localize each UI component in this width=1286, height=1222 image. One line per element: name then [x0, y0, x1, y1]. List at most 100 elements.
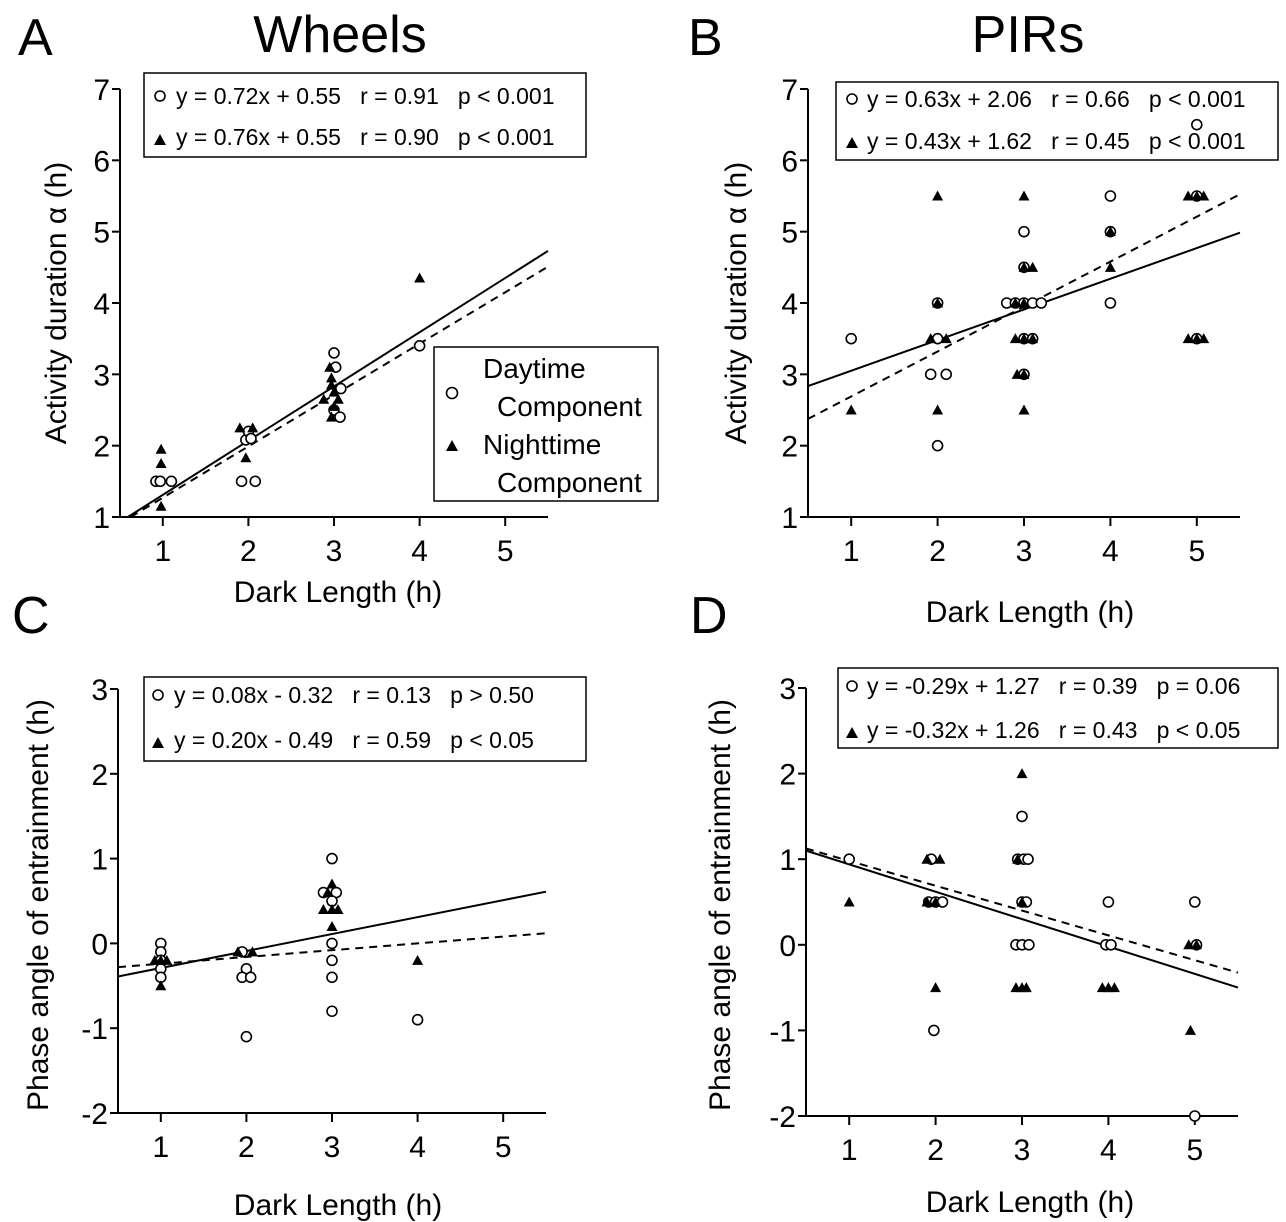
- panel-d-point-triangle: [1016, 768, 1028, 779]
- panel-b-point-triangle: [1009, 297, 1021, 308]
- panel-d-point-circle: [843, 853, 856, 866]
- panel-c-point-triangle: [246, 946, 258, 957]
- panel-d-eq-2: y = -0.32x + 1.26 r = 0.43 p < 0.05: [867, 717, 1240, 743]
- panel-a-point-triangle: [247, 422, 259, 433]
- panel-b-ytick-label: 1: [781, 502, 798, 535]
- panel-d-point-triangle: [1183, 939, 1195, 950]
- panel-d-ytick-label: -2: [769, 1101, 796, 1134]
- panel-c-xtick-label: 2: [238, 1131, 255, 1164]
- panel-b-point-triangle: [932, 404, 944, 415]
- panel-d-point-triangle: [930, 982, 942, 993]
- panel-c-ytick-label: 3: [91, 674, 108, 707]
- panel-c-point-circle: [326, 971, 338, 984]
- panel-c-ytick-label: 0: [91, 928, 108, 961]
- panel-b-point-triangle: [1191, 333, 1203, 344]
- panel-a-point-circle: [335, 382, 347, 395]
- panel-c-point-triangle: [326, 920, 338, 931]
- panel-a-eq-1: y = 0.72x + 0.55 r = 0.91 p < 0.001: [176, 83, 555, 109]
- panel-b-point-triangle: [1018, 404, 1030, 415]
- panel-c-xtick-label: 3: [324, 1131, 341, 1164]
- panel-a: A Wheels Activity duration α (h) Dark Le…: [18, 6, 659, 609]
- panel-b-point-triangle: [1009, 333, 1021, 344]
- panel-a-point-circle: [165, 475, 178, 488]
- panel-a-point-triangle: [328, 386, 340, 397]
- panel-c-point-circle: [326, 852, 338, 865]
- panel-a-point-triangle: [155, 443, 167, 454]
- panel-b-equation-box: y = 0.63x + 2.06 r = 0.66 p < 0.001 y = …: [835, 81, 1279, 161]
- panel-d-point-circle: [1023, 938, 1035, 951]
- panel-a-plot: 1 2 3 4 5 6 7 1 2 3 4 5: [93, 74, 549, 568]
- panel-b-point-triangle: [1018, 261, 1030, 272]
- panel-b-ytick-label: 3: [781, 359, 798, 392]
- panel-a-xtick-label: 4: [411, 535, 428, 568]
- panel-d-point-triangle: [930, 896, 942, 907]
- panel-a-point-triangle: [324, 361, 336, 372]
- panel-a-point-circle: [413, 339, 426, 352]
- panel-b-point-triangle: [1018, 333, 1030, 344]
- panel-c-point-circle: [411, 1013, 424, 1026]
- panel-d-ytick-label: -1: [769, 1015, 796, 1048]
- panel-c-point-triangle: [322, 887, 334, 898]
- panel-c-xtick-label: 5: [495, 1131, 512, 1164]
- panel-a-point-triangle: [155, 458, 167, 468]
- panel-a-point-circle: [235, 475, 248, 488]
- panel-d-ytick-label: 3: [779, 673, 796, 706]
- panel-a-ytick-label: 6: [93, 145, 110, 178]
- panel-a-xtick-label: 2: [240, 535, 257, 568]
- panel-d-ytick-label: 1: [779, 844, 796, 877]
- panel-b-point-triangle: [1182, 333, 1194, 344]
- panel-a-point-triangle: [325, 372, 337, 383]
- panel-b-point-triangle: [1104, 226, 1116, 237]
- panel-b-point-triangle: [932, 297, 944, 308]
- legend-daytime-line2: Component: [497, 391, 642, 422]
- legend-daytime-circle-icon: [445, 386, 459, 400]
- panel-b-point-circle: [931, 439, 944, 452]
- panel-d-point-triangle: [1020, 982, 1032, 993]
- panel-d-point-circle: [1016, 810, 1028, 823]
- panel-c-point-triangle: [412, 954, 424, 965]
- panel-b-point-circle: [1104, 297, 1117, 309]
- panel-c-point-circle: [326, 1005, 338, 1018]
- panel-d-point-triangle: [1191, 939, 1203, 950]
- panel-c-letter: C: [12, 587, 50, 645]
- panel-c-fit-line-triangle: [117, 890, 547, 978]
- panel-b-point-circle: [1104, 190, 1117, 202]
- panel-b-point-circle: [1035, 297, 1048, 309]
- panel-b-ytick-label: 4: [781, 288, 798, 321]
- panel-b-point-triangle: [1182, 190, 1194, 201]
- panel-a-point-triangle: [332, 393, 344, 404]
- panel-d-eq-1: y = -0.29x + 1.27 r = 0.39 p = 0.06: [867, 673, 1240, 699]
- panel-b-eq-circle-marker: [846, 93, 858, 105]
- panel-c-point-triangle: [332, 903, 344, 914]
- panel-c-ytick-label: -2: [81, 1098, 108, 1131]
- panel-d-ylabel: Phase angle of entrainment (h): [704, 699, 737, 1111]
- panel-a-point-triangle: [240, 452, 252, 463]
- panel-b-eq-triangle-marker: [846, 137, 858, 148]
- panel-a-xtick-label: 5: [497, 535, 514, 568]
- panel-d-eq-triangle-marker: [846, 727, 858, 738]
- panel-d-xtick-label: 5: [1186, 1134, 1203, 1167]
- panel-c: C Phase angle of entrainment (h) Dark Le…: [12, 587, 587, 1222]
- panel-a-point-circle: [154, 475, 167, 488]
- panel-a-ytick-label: 4: [93, 288, 110, 321]
- panel-a-ytick-label: 5: [93, 217, 110, 250]
- panel-b-point-triangle: [1191, 190, 1203, 201]
- panel-a-ytick-label: 3: [93, 359, 110, 392]
- legend-nighttime-line1: Nighttime: [483, 429, 601, 460]
- panel-a-eq-circle-marker: [154, 90, 166, 102]
- panel-b-xtick-label: 4: [1102, 535, 1119, 568]
- panel-c-ytick-label: -1: [81, 1013, 108, 1046]
- panel-b-ytick-label: 2: [781, 431, 798, 464]
- panel-b-point-triangle: [1018, 368, 1030, 379]
- panel-a-point-circle: [334, 411, 346, 423]
- panel-d-point-triangle: [1012, 853, 1024, 864]
- panel-a-point-circle: [245, 432, 257, 445]
- panel-b-ytick-label: 7: [781, 74, 798, 107]
- panel-b-ylabel: Activity duration α (h): [720, 162, 753, 444]
- legend-nighttime-line2: Component: [497, 467, 642, 498]
- panel-c-point-triangle: [317, 903, 329, 914]
- panel-c-point-circle: [240, 1030, 253, 1043]
- panel-d-point-triangle: [921, 896, 933, 907]
- panel-b-title: PIRs: [972, 6, 1085, 64]
- panel-b-point-triangle: [1018, 190, 1030, 201]
